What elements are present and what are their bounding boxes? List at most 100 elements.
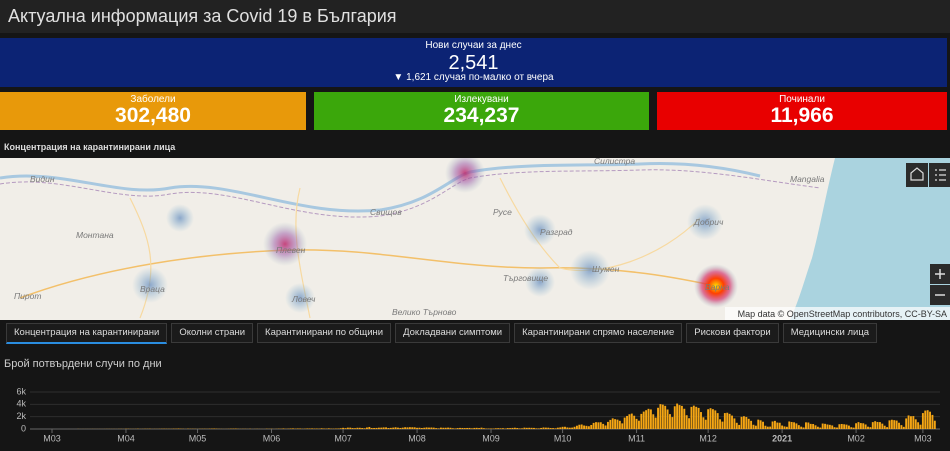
tab[interactable]: Медицински лица — [782, 323, 878, 343]
bar — [363, 428, 366, 429]
bar — [800, 426, 803, 429]
x-tick-label: M05 — [189, 433, 207, 443]
bar — [859, 423, 862, 429]
tab[interactable]: Рискови фактори — [686, 323, 779, 343]
map-label: Видин — [30, 174, 55, 184]
x-tick-label: M09 — [482, 433, 500, 443]
bar — [778, 422, 781, 429]
bar — [475, 427, 478, 429]
y-tick-label: 6k — [16, 386, 26, 396]
bar — [766, 426, 769, 429]
bar — [368, 426, 371, 429]
bar — [733, 418, 736, 429]
today-value: 2,541 — [448, 52, 499, 74]
bar — [747, 418, 750, 429]
bar — [628, 414, 631, 429]
river — [0, 162, 761, 213]
deaths-card: Починали 11,966 — [657, 92, 947, 130]
bar — [385, 427, 387, 429]
bar — [468, 427, 471, 429]
bar — [649, 409, 652, 429]
map[interactable]: Видин Монтана Враца Плевен Ловеч Свищов … — [0, 158, 950, 320]
bar — [592, 422, 595, 429]
heat-spot — [263, 222, 307, 266]
bar — [833, 427, 836, 429]
bar — [626, 415, 628, 429]
bar — [731, 415, 733, 429]
map-label: Варна — [705, 282, 730, 292]
x-tick-label: M11 — [628, 433, 645, 443]
tab[interactable]: Карантинирани по общини — [257, 323, 392, 343]
bar — [533, 427, 535, 429]
bar — [907, 415, 910, 429]
bar — [375, 427, 378, 429]
x-tick-label: M02 — [847, 433, 865, 443]
tab[interactable]: Карантинирани спрямо население — [514, 323, 683, 343]
bar — [888, 420, 891, 429]
bar — [585, 425, 588, 429]
bar — [707, 409, 710, 429]
bar — [812, 424, 815, 429]
bar — [819, 427, 822, 429]
bar — [573, 426, 576, 429]
bar — [399, 427, 402, 429]
bar — [542, 427, 545, 429]
bar — [697, 407, 700, 429]
bar — [757, 419, 760, 429]
bar — [826, 424, 829, 429]
bar — [583, 425, 586, 429]
bar — [685, 415, 688, 429]
bar — [831, 425, 834, 429]
tab[interactable]: Околни страни — [171, 323, 254, 343]
map-label: Mangalia — [790, 174, 825, 184]
card-label: Излекувани — [454, 94, 509, 105]
map-label: Плевен — [276, 245, 306, 255]
bar — [855, 423, 858, 429]
bar — [559, 427, 562, 429]
heat-spot — [166, 204, 194, 232]
bar — [711, 409, 714, 429]
bar — [728, 413, 731, 429]
bar — [754, 425, 757, 429]
bar — [449, 427, 452, 429]
bar — [774, 420, 776, 429]
bar — [380, 427, 383, 429]
bar — [439, 427, 442, 429]
x-tick-label: M12 — [699, 433, 717, 443]
tab[interactable]: Концентрация на карантинирани — [6, 323, 168, 344]
bar — [561, 426, 564, 429]
bar — [311, 428, 314, 429]
bar — [494, 428, 497, 429]
bar — [726, 412, 729, 429]
bar — [540, 427, 543, 429]
map-label: Монтана — [76, 230, 114, 240]
bar — [599, 422, 602, 429]
bar — [394, 427, 397, 429]
bar — [924, 410, 927, 429]
bar — [351, 428, 354, 429]
bar — [857, 422, 860, 429]
card-value: 302,480 — [115, 104, 191, 127]
x-tick-label: M04 — [117, 433, 135, 443]
bar — [723, 413, 726, 429]
bar — [678, 405, 681, 429]
bar — [771, 421, 774, 429]
bar — [602, 423, 605, 429]
tab-bar: Концентрация на карантинирани Околни стр… — [6, 323, 878, 344]
bar — [921, 413, 924, 429]
tab[interactable]: Докладвани симптоми — [395, 323, 511, 343]
bar — [688, 418, 691, 429]
bar — [463, 428, 466, 429]
bar — [919, 424, 922, 429]
header: Актуална информация за Covid 19 в Българ… — [0, 0, 950, 33]
recovered-card: Излекувани 234,237 — [314, 92, 649, 130]
bar — [616, 419, 619, 429]
x-tick-label: M08 — [408, 433, 426, 443]
chart-title: Брой потвърдени случи по дни — [4, 358, 162, 370]
bar — [513, 427, 516, 429]
bar — [306, 428, 309, 429]
bar — [552, 428, 555, 429]
home-button[interactable] — [906, 163, 928, 187]
bar — [762, 421, 764, 429]
bar — [836, 427, 838, 429]
